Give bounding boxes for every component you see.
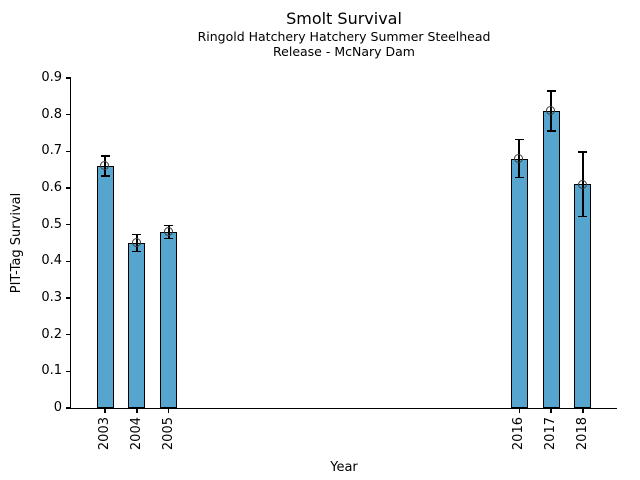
y-tick-mark xyxy=(66,260,71,262)
y-tick-mark xyxy=(66,114,71,116)
marker-open-circle-2004 xyxy=(132,238,142,248)
x-axis-spine xyxy=(70,407,617,409)
y-tick-mark xyxy=(66,150,71,152)
x-tick-mark xyxy=(582,408,584,413)
x-tick-label: 2004 xyxy=(128,417,144,451)
y-tick-mark xyxy=(66,187,71,189)
bar-2016 xyxy=(510,158,528,408)
y-tick-mark xyxy=(66,77,71,79)
y-axis-label: PIT-Tag Survival xyxy=(9,192,24,294)
error-cap-top-2003 xyxy=(100,155,110,157)
x-axis-label: Year xyxy=(330,460,358,475)
y-tick-label: 0.5 xyxy=(41,216,62,232)
x-tick-mark xyxy=(136,408,138,413)
error-cap-bottom-2005 xyxy=(164,237,174,240)
bar-2004 xyxy=(128,243,146,408)
error-cap-top-2018 xyxy=(578,151,588,153)
x-tick-label: 2017 xyxy=(543,417,559,451)
y-tick-label: 0.4 xyxy=(41,253,62,269)
chart-subtitle-line1: Ringold Hatchery Hatchery Summer Steelhe… xyxy=(197,29,491,44)
y-axis-spine xyxy=(70,78,72,408)
x-tick-label: 2005 xyxy=(160,417,176,451)
y-tick-label: 0.3 xyxy=(41,290,62,305)
chart-subtitle-line2: Release - McNary Dam xyxy=(273,44,415,59)
y-tick-label: 0.2 xyxy=(41,326,62,342)
y-tick-mark xyxy=(66,407,71,409)
error-cap-top-2004 xyxy=(132,233,142,236)
bar-2005 xyxy=(160,232,178,408)
error-cap-top-2005 xyxy=(164,224,174,227)
x-tick-label: 2016 xyxy=(511,417,527,451)
marker-open-circle-2003 xyxy=(100,161,110,171)
marker-open-circle-2016 xyxy=(514,153,524,163)
x-tick-mark xyxy=(518,408,520,413)
error-cap-bottom-2004 xyxy=(132,250,142,253)
x-tick-label: 2018 xyxy=(574,417,590,451)
error-cap-bottom-2018 xyxy=(578,215,588,218)
bar-2003 xyxy=(96,166,114,408)
y-tick-label: 0.9 xyxy=(41,70,62,85)
error-cap-bottom-2016 xyxy=(514,176,524,179)
y-tick-label: 0.1 xyxy=(41,363,62,379)
y-tick-mark xyxy=(66,297,71,299)
y-tick-label: 0.8 xyxy=(41,106,62,122)
x-tick-label: 2003 xyxy=(97,417,113,451)
bar-2018 xyxy=(574,184,592,408)
y-tick-mark xyxy=(66,334,71,336)
y-tick-label: 0.7 xyxy=(41,143,62,159)
y-tick-label: 0.6 xyxy=(41,180,62,195)
x-tick-mark xyxy=(168,408,170,413)
y-tick-mark xyxy=(66,224,71,226)
bar-2017 xyxy=(542,111,560,408)
error-cap-bottom-2017 xyxy=(546,130,556,132)
chart-title: Smolt Survival xyxy=(286,9,402,28)
y-tick-mark xyxy=(66,370,71,372)
error-cap-bottom-2003 xyxy=(100,175,110,177)
marker-open-circle-2017 xyxy=(546,106,556,116)
y-tick-label: 0 xyxy=(53,400,62,415)
error-cap-top-2016 xyxy=(514,138,524,141)
x-tick-mark xyxy=(104,408,106,413)
marker-open-circle-2005 xyxy=(163,227,173,237)
marker-open-circle-2018 xyxy=(578,179,588,189)
error-cap-top-2017 xyxy=(546,90,556,92)
x-tick-mark xyxy=(550,408,552,413)
